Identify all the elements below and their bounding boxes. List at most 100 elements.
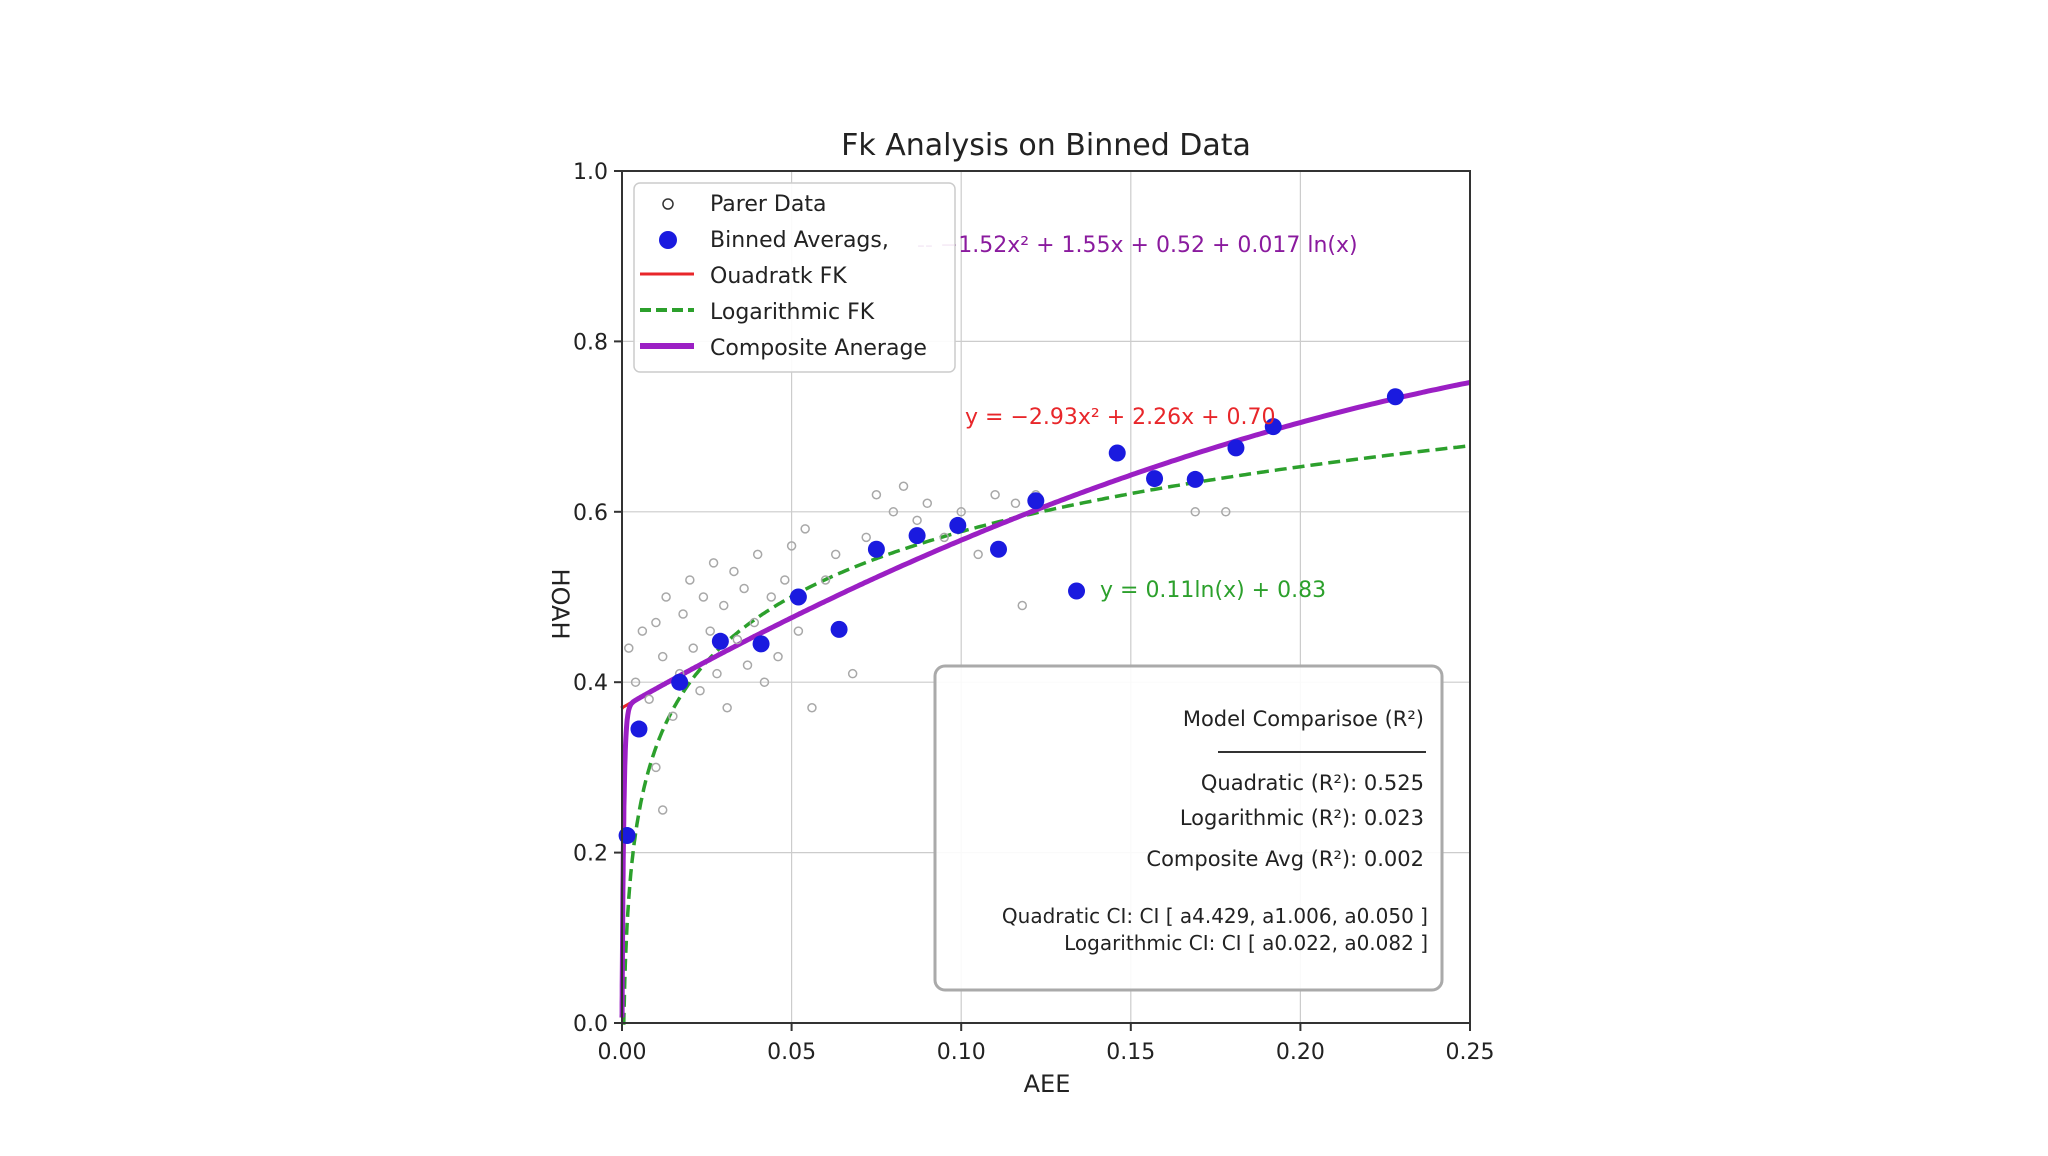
x-tick-label: 0.10 [937, 1040, 986, 1065]
chart-title: Fk Analysis on Binned Data [841, 128, 1251, 163]
binned-point [1108, 444, 1126, 462]
binned-point [867, 540, 885, 558]
binned-point [1027, 492, 1045, 510]
log-fit-line [622, 444, 1471, 1025]
y-tick-label: 1.0 [573, 160, 608, 185]
binned-point [908, 527, 926, 545]
raw-point [773, 651, 783, 662]
ci-log: Logarithmic CI: CI [ a0.022, a0.082 ] [1064, 931, 1428, 955]
comparison-log: Logarithmic (R²): 0.023 [1180, 806, 1424, 830]
binned-point [1068, 582, 1086, 600]
raw-point [973, 549, 983, 560]
model-comparison-box: Model Comparisoe (R²) Quadratic (R²): 0.… [933, 664, 1444, 992]
raw-point [657, 805, 668, 815]
composite-equation: -- −1.52x² + 1.55x + 0.52 + 0.017 ln(x) [917, 233, 1358, 258]
binned-point [1227, 439, 1245, 457]
comparison-title: Model Comparisoe (R²) [1183, 707, 1424, 731]
raw-point [719, 600, 729, 611]
raw-point [637, 626, 648, 636]
raw-point [651, 617, 661, 628]
binned-point [789, 588, 807, 606]
legend-quadratic-label: Ouadratk FK [710, 264, 847, 289]
y-tick-label: 0.6 [573, 501, 608, 526]
quadratic-fit-line [620, 380, 1471, 710]
y-tick-label: 0.8 [573, 330, 608, 355]
raw-point [752, 549, 763, 560]
raw-point [912, 515, 922, 526]
raw-point [729, 566, 739, 577]
binned-point [949, 516, 967, 534]
x-tick-label: 0.00 [598, 1040, 647, 1065]
raw-point [708, 558, 719, 568]
ticks: 0.00 0.05 0.10 0.15 0.20 0.25 0.0 0.2 0.4 0.6 0.8 1… [573, 160, 1494, 1065]
raw-point [644, 694, 654, 704]
x-tick-label: 0.15 [1106, 1040, 1155, 1065]
legend-binned-label: Binned Averags, [710, 228, 889, 253]
binned-point [990, 540, 1008, 558]
binned-point [630, 720, 648, 738]
raw-point [651, 762, 661, 773]
raw-point [888, 507, 899, 517]
raw-point [749, 617, 760, 628]
raw-point [661, 592, 671, 602]
legend-log-label: Logarithmic FK [710, 300, 875, 325]
raw-point [732, 634, 743, 645]
raw-point [1221, 507, 1231, 517]
raw-point [898, 481, 909, 491]
legend-binned-marker [659, 231, 677, 249]
raw-point [990, 490, 1000, 500]
log-equation: y = 0.11ln(x) + 0.83 [1100, 578, 1326, 603]
raw-point [766, 592, 776, 602]
binned-point [752, 635, 770, 653]
raw-point [1010, 498, 1021, 509]
binned-point [1146, 470, 1164, 488]
raw-point [800, 524, 810, 534]
x-axis-label: AEE [1024, 1070, 1071, 1098]
y-tick-label: 0.4 [573, 671, 608, 696]
comparison-quadratic: Quadratic (R²): 0.525 [1201, 771, 1424, 795]
raw-point [630, 677, 641, 687]
y-tick-label: 0.2 [573, 842, 608, 867]
legend: Parer Data Binned Averags, Ouadratk FK L… [633, 182, 956, 373]
raw-point [780, 575, 790, 585]
raw-point [722, 703, 732, 713]
raw-point [668, 711, 678, 722]
raw-point [830, 549, 841, 560]
binned-point [671, 673, 689, 691]
x-tick-label: 0.20 [1276, 1040, 1325, 1065]
raw-point [847, 668, 858, 679]
binned-points [618, 388, 1404, 845]
y-axis-label: HOAH [546, 569, 574, 640]
raw-point [820, 575, 831, 585]
raw-point [742, 660, 753, 670]
raw-point [759, 677, 770, 687]
raw-point [922, 498, 933, 509]
raw-point [678, 609, 688, 619]
raw-point [793, 626, 804, 636]
binned-point [1264, 418, 1282, 436]
y-tick-label: 0.0 [573, 1012, 608, 1037]
raw-point [807, 703, 817, 713]
ci-quadratic: Quadratic CI: CI [ a4.429, a1.006, a0.05… [1002, 904, 1428, 928]
x-tick-label: 0.05 [767, 1040, 816, 1065]
raw-point [712, 668, 722, 679]
binned-point [830, 620, 848, 638]
raw-points [624, 481, 1231, 815]
raw-point [786, 541, 797, 551]
raw-point [939, 532, 949, 543]
composite-average-line [619, 379, 1471, 1018]
legend-raw-label: Parer Data [710, 192, 826, 217]
plot-frame [621, 170, 1471, 1024]
raw-point [695, 685, 705, 696]
raw-point [624, 643, 634, 653]
legend-composite-label: Composite Anerage [710, 336, 927, 361]
binned-point [711, 632, 729, 650]
raw-point [861, 532, 871, 543]
raw-point [871, 490, 882, 500]
raw-point [688, 643, 698, 653]
binned-point [1386, 388, 1404, 406]
raw-point [698, 592, 709, 602]
binned-point [1186, 470, 1204, 488]
x-tick-label: 0.25 [1446, 1040, 1495, 1065]
